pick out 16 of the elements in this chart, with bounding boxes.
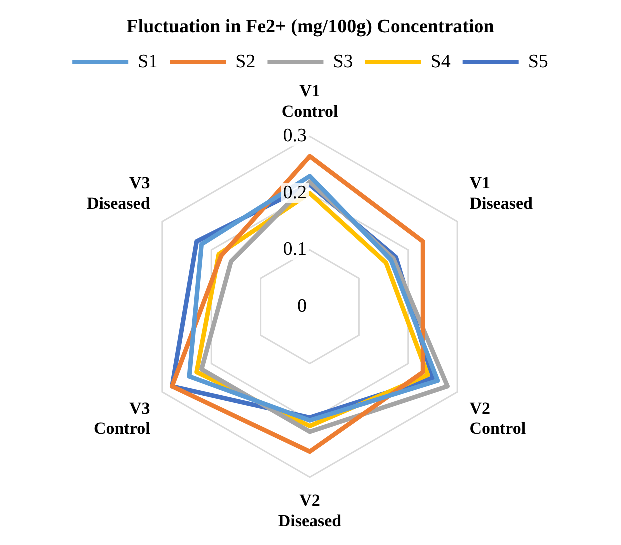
spoke-label: V3 Diseased [87,174,151,213]
chart-title: Fluctuation in Fe2+ (mg/100g) Concentration [126,16,495,38]
spoke-label: V2 Control [470,398,526,438]
legend-label: S4 [430,51,452,72]
legend-label: S3 [333,51,354,72]
spoke-label: V1 Diseased [470,174,534,213]
spoke-label: V1 Control [282,81,338,121]
y-tick-label: 0.3 [283,126,307,147]
spoke-label: V2 Diseased [278,490,342,530]
spoke-label: V3 Control [94,398,151,438]
y-tick-label: 0.2 [283,182,307,204]
legend-label: S2 [236,51,256,72]
y-tick-label: 0 [298,296,307,317]
legend-label: S5 [528,51,548,72]
y-tick-label: 0.1 [283,239,307,260]
legend-label: S1 [138,51,158,72]
